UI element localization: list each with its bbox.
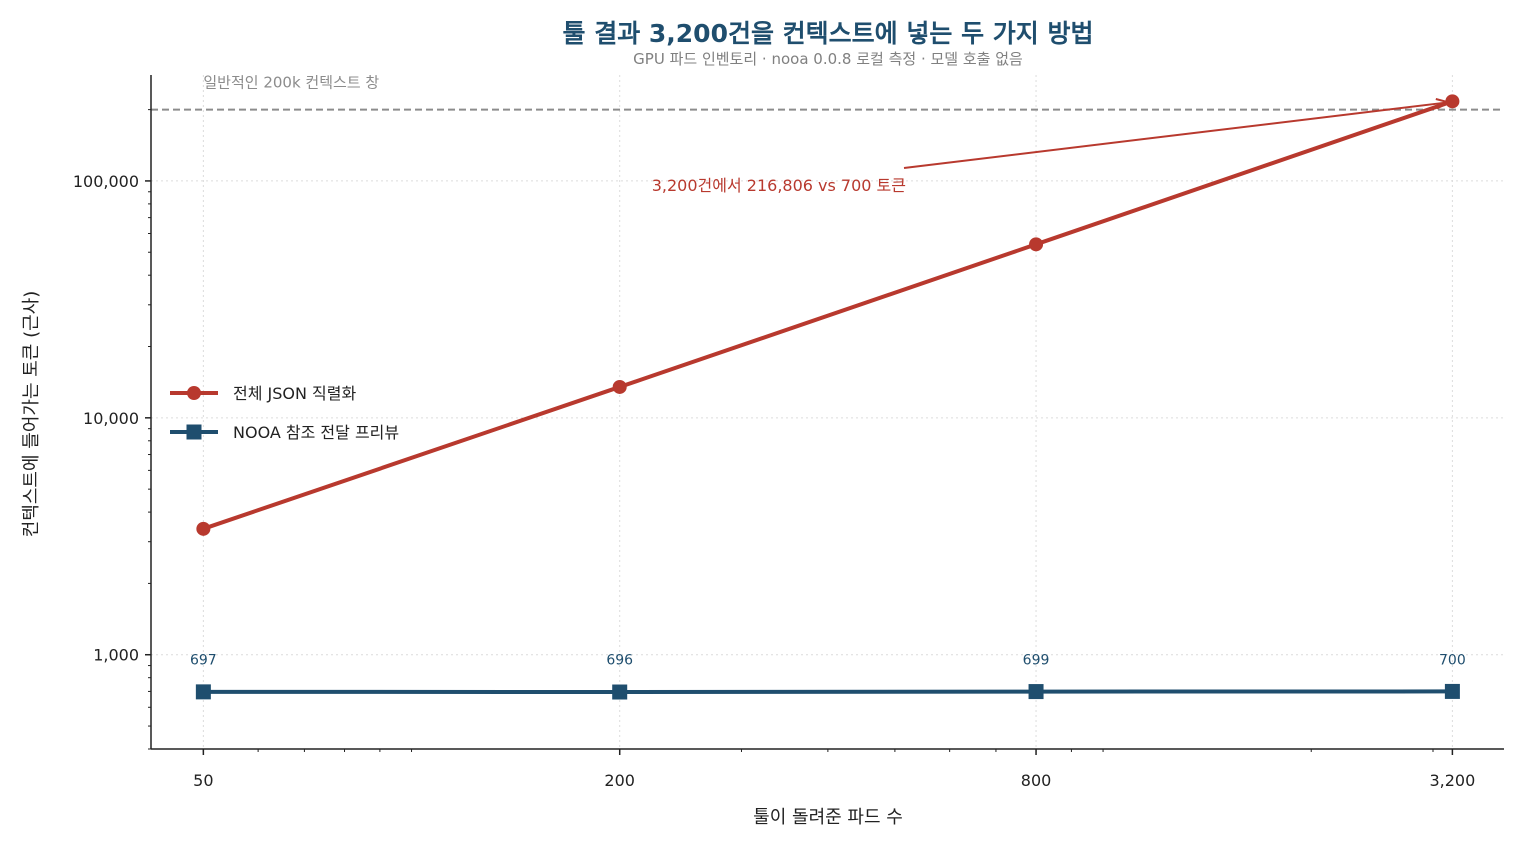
chart-title: 툴 결과 3,200건을 컨텍스트에 넣는 두 가지 방법 [562, 19, 1093, 48]
legend: 전체 JSON 직렬화 NOOA 참조 전달 프리뷰 [170, 384, 399, 442]
x-tick-label: 50 [193, 771, 213, 790]
y-tick-label: 100,000 [73, 172, 139, 191]
data-point-0 [1029, 237, 1044, 252]
series-line-1 [203, 689, 1453, 695]
data-label: 697 [190, 653, 217, 669]
data-label: 699 [1023, 653, 1050, 669]
chart-subtitle: GPU 파드 인벤토리 · nooa 0.0.8 로컬 측정 · 모델 호출 없… [633, 50, 1023, 68]
y-tick-label: 10,000 [83, 409, 139, 428]
legend-label: NOOA 참조 전달 프리뷰 [233, 423, 399, 442]
x-axis-label: 툴이 돌려준 파드 수 [753, 807, 903, 828]
annotation-arrowhead [1435, 98, 1452, 110]
y-tick-label: 1,000 [93, 646, 139, 665]
data-point-1 [195, 684, 211, 700]
data-labels: 697 696 699 700 [190, 653, 1466, 669]
grid [151, 75, 1504, 749]
data-point-1 [612, 684, 628, 700]
x-tick-label: 800 [1021, 771, 1052, 790]
data-point-0 [612, 379, 627, 394]
axes: 1,000 10,000 100,000 50 200 800 3,200 [73, 75, 1504, 790]
data-point-1 [1444, 683, 1460, 699]
legend-marker [186, 424, 202, 440]
series-group [195, 94, 1460, 700]
data-point-0 [196, 521, 211, 536]
x-tick-label: 200 [604, 771, 635, 790]
data-label: 700 [1439, 653, 1466, 669]
legend-marker [187, 386, 201, 400]
x-tick-label: 3,200 [1429, 771, 1475, 790]
annotation-text: 3,200건에서 216,806 vs 700 토큰 [652, 176, 906, 195]
y-axis-label: 컨텍스트에 들어가는 토큰 (근사) [21, 291, 42, 538]
data-point-1 [1028, 684, 1044, 700]
data-label: 696 [606, 653, 633, 669]
legend-label: 전체 JSON 직렬화 [233, 384, 356, 403]
reference-line-group: 일반적인 200k 컨텍스트 창 [151, 74, 1504, 111]
annotation-group: 3,200건에서 216,806 vs 700 토큰 [652, 98, 1452, 195]
reference-line-label: 일반적인 200k 컨텍스트 창 [203, 74, 379, 92]
data-point-0 [1445, 94, 1460, 109]
series-line-0 [202, 99, 1454, 531]
annotation-arrow [903, 101, 1449, 169]
